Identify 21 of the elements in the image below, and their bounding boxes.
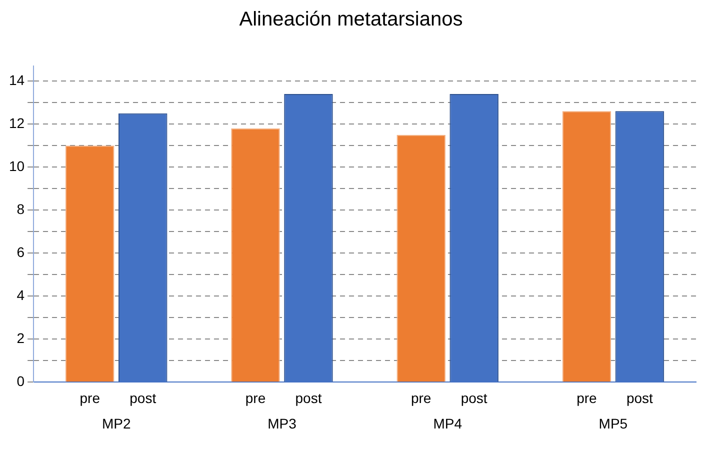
text: post xyxy=(295,390,322,406)
y-tick-label: 4 xyxy=(16,287,25,304)
text: post xyxy=(626,390,653,406)
x-tick-label: MP5 xyxy=(598,415,628,432)
text: post xyxy=(460,390,488,406)
x-tick-label: MP3 xyxy=(268,415,297,432)
series-label: pre xyxy=(80,390,100,406)
series-label: post xyxy=(130,390,156,406)
y-tick-label: 12 xyxy=(8,114,25,131)
text: pre xyxy=(576,390,597,406)
x-tick-label: MP2 xyxy=(102,415,131,432)
y-tick-label: 0 xyxy=(16,373,25,390)
y-tick-label: 6 xyxy=(16,244,25,260)
x-tick-label: MP4 xyxy=(433,415,462,432)
y-tick-label: 2 xyxy=(16,330,25,346)
y-tick-label: 10 xyxy=(8,158,25,174)
y-tick-label: 14 xyxy=(8,72,25,88)
text: pre xyxy=(245,390,266,406)
text: pre xyxy=(410,390,432,406)
y-tick-label: 8 xyxy=(16,200,25,217)
chart-title: Alineación metatarsianos xyxy=(239,8,463,31)
